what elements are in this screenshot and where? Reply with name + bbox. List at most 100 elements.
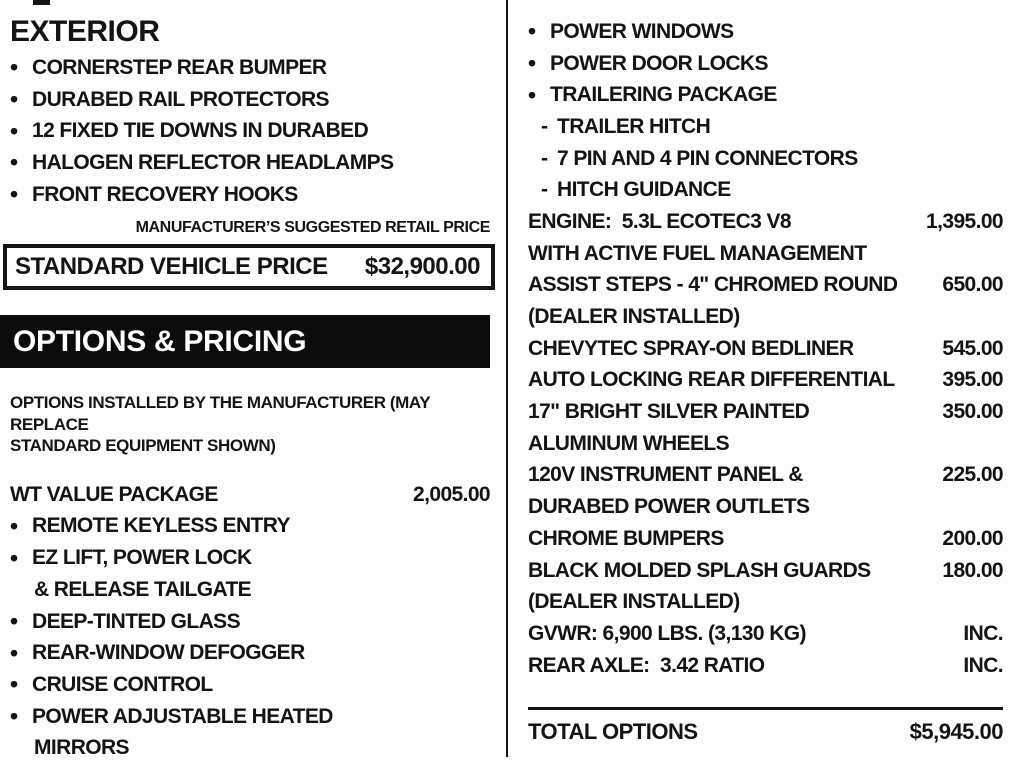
exterior-feature-list: • CORNERSTEP REAR BUMPER • DURABED RAIL …	[10, 52, 490, 210]
line-text: ASSIST STEPS - 4" CHROMED ROUND	[528, 273, 898, 297]
option-line: AUTO LOCKING REAR DIFFERENTIAL 395.00	[528, 365, 1004, 397]
standard-price-label: STANDARD VEHICLE PRICE	[15, 253, 328, 281]
line-marker: -	[541, 146, 548, 170]
option-line: ENGINE: 5.3L ECOTEC3 V8 1,395.00	[528, 206, 1004, 238]
options-note-line-2: STANDARD EQUIPMENT SHOWN)	[10, 436, 276, 456]
options-pricing-header: OPTIONS & PRICING	[0, 315, 490, 369]
left-column: EXTERIOR • CORNERSTEP REAR BUMPER • DURA…	[0, 0, 506, 760]
line-text: GVWR: 6,900 LBS. (3,130 KG)	[528, 621, 806, 645]
line-marker: •	[10, 608, 18, 635]
line-price: 225.00	[942, 463, 1003, 487]
line-marker: •	[10, 149, 18, 176]
standard-price-value: $32,900.00	[364, 253, 481, 281]
line-text: EZ LIFT, POWER LOCK	[32, 546, 252, 570]
line-marker: •	[10, 671, 18, 698]
line-text: HALOGEN REFLECTOR HEADLAMPS	[32, 150, 394, 174]
package-line: • REMOTE KEYLESS ENTRY	[10, 511, 490, 543]
line-text: ALUMINUM WHEELS	[528, 431, 730, 455]
line-text: MIRRORS	[34, 736, 130, 760]
package-line: & RELEASE TAILGATE	[10, 574, 490, 606]
line-text: AUTO LOCKING REAR DIFFERENTIAL	[528, 368, 895, 392]
line-text: 17" BRIGHT SILVER PAINTED	[528, 400, 810, 424]
option-line: CHROME BUMPERS 200.00	[528, 523, 1004, 555]
total-options-row: TOTAL OPTIONS $5,945.00	[528, 714, 1004, 750]
option-line: GVWR: 6,900 LBS. (3,130 KG) INC.	[528, 618, 1004, 650]
line-price: 1,395.00	[926, 209, 1004, 233]
line-marker: -	[541, 114, 548, 138]
line-text: CRUISE CONTROL	[32, 672, 213, 696]
package-line: • POWER ADJUSTABLE HEATED	[10, 701, 490, 733]
line-text: POWER WINDOWS	[550, 19, 734, 43]
line-marker: •	[10, 181, 18, 208]
line-text: 120V INSTRUMENT PANEL &	[528, 463, 803, 487]
line-marker: •	[10, 544, 18, 571]
line-marker: •	[10, 117, 18, 144]
package-line: • REAR-WINDOW DEFOGGER	[10, 637, 490, 669]
line-price: INC.	[963, 653, 1003, 677]
line-price: 350.00	[942, 400, 1003, 424]
line-text: HITCH GUIDANCE	[557, 178, 731, 202]
line-text: DURABED POWER OUTLETS	[528, 495, 810, 519]
scan-artifact-mark	[33, 0, 50, 5]
option-line: (DEALER INSTALLED)	[528, 301, 1003, 333]
line-text: (DEALER INSTALLED)	[528, 590, 740, 614]
line-marker: •	[10, 512, 18, 539]
line-price: 545.00	[942, 336, 1003, 360]
line-text: ENGINE: 5.3L ECOTEC3 V8	[528, 209, 792, 233]
option-line: - TRAILER HITCH	[528, 111, 1003, 143]
option-line: DURABED POWER OUTLETS	[528, 491, 1003, 523]
total-options-value: $5,945.00	[909, 719, 1004, 745]
line-text: REAR-WINDOW DEFOGGER	[32, 641, 305, 665]
option-line: BLACK MOLDED SPLASH GUARDS 180.00	[528, 555, 1004, 587]
line-price: 200.00	[942, 526, 1003, 550]
line-text: TRAILER HITCH	[557, 114, 711, 138]
msrp-note: MANUFACTURER’S SUGGESTED RETAIL PRICE	[135, 219, 491, 237]
line-text: REAR AXLE: 3.42 RATIO	[528, 653, 765, 677]
option-line: - 7 PIN AND 4 PIN CONNECTORS	[528, 143, 1003, 175]
feature-line: • 12 FIXED TIE DOWNS IN DURABED	[10, 115, 490, 147]
line-text: TRAILERING PACKAGE	[550, 83, 777, 107]
options-installed-note: OPTIONS INSTALLED BY THE MANUFACTURER (M…	[10, 392, 490, 457]
options-list: • POWER WINDOWS • POWER DOOR LOCKS • TRA…	[528, 16, 1004, 682]
feature-line: • CORNERSTEP REAR BUMPER	[10, 52, 490, 84]
total-options-label: TOTAL OPTIONS	[528, 719, 698, 745]
option-line: • POWER DOOR LOCKS	[528, 48, 1003, 80]
line-marker: •	[528, 18, 536, 45]
total-separator-rule	[528, 707, 1003, 711]
column-divider	[506, 0, 508, 757]
line-text: DEEP-TINTED GLASS	[32, 609, 241, 633]
option-line: • TRAILERING PACKAGE	[528, 79, 1003, 111]
option-line: - HITCH GUIDANCE	[528, 174, 1003, 206]
line-marker: •	[10, 703, 18, 730]
line-marker: -	[541, 178, 548, 202]
line-price: 395.00	[942, 368, 1003, 392]
line-marker: •	[528, 81, 536, 108]
line-price: INC.	[963, 621, 1003, 645]
standard-vehicle-price-box: STANDARD VEHICLE PRICE $32,900.00	[3, 244, 495, 291]
line-text: BLACK MOLDED SPLASH GUARDS	[528, 558, 871, 582]
feature-line: • HALOGEN REFLECTOR HEADLAMPS	[10, 147, 490, 179]
options-pricing-header-label: OPTIONS & PRICING	[13, 324, 307, 358]
line-marker: •	[528, 50, 536, 77]
option-line: ASSIST STEPS - 4" CHROMED ROUND 650.00	[528, 270, 1004, 302]
line-text: & RELEASE TAILGATE	[34, 577, 252, 601]
option-line: 17" BRIGHT SILVER PAINTED 350.00	[528, 396, 1004, 428]
exterior-section-title: EXTERIOR	[10, 15, 160, 48]
option-line: 120V INSTRUMENT PANEL & 225.00	[528, 460, 1004, 492]
line-text: REMOTE KEYLESS ENTRY	[32, 514, 291, 538]
option-line: WITH ACTIVE FUEL MANAGEMENT	[528, 238, 1003, 270]
package-line: • EZ LIFT, POWER LOCK	[10, 542, 490, 574]
line-text: CHROME BUMPERS	[528, 526, 724, 550]
line-text: POWER DOOR LOCKS	[550, 51, 769, 75]
feature-line: • FRONT RECOVERY HOOKS	[10, 179, 490, 211]
line-marker: •	[10, 639, 18, 666]
feature-line: • DURABED RAIL PROTECTORS	[10, 84, 490, 116]
option-line: (DEALER INSTALLED)	[528, 586, 1003, 618]
line-text: (DEALER INSTALLED)	[528, 305, 740, 329]
option-line: • POWER WINDOWS	[528, 16, 1003, 48]
right-column: • POWER WINDOWS • POWER DOOR LOCKS • TRA…	[508, 0, 1013, 757]
option-line: ALUMINUM WHEELS	[528, 428, 1003, 460]
option-line: REAR AXLE: 3.42 RATIO INC.	[528, 650, 1004, 682]
line-text: 7 PIN AND 4 PIN CONNECTORS	[557, 146, 858, 170]
line-text: POWER ADJUSTABLE HEATED	[32, 704, 333, 728]
